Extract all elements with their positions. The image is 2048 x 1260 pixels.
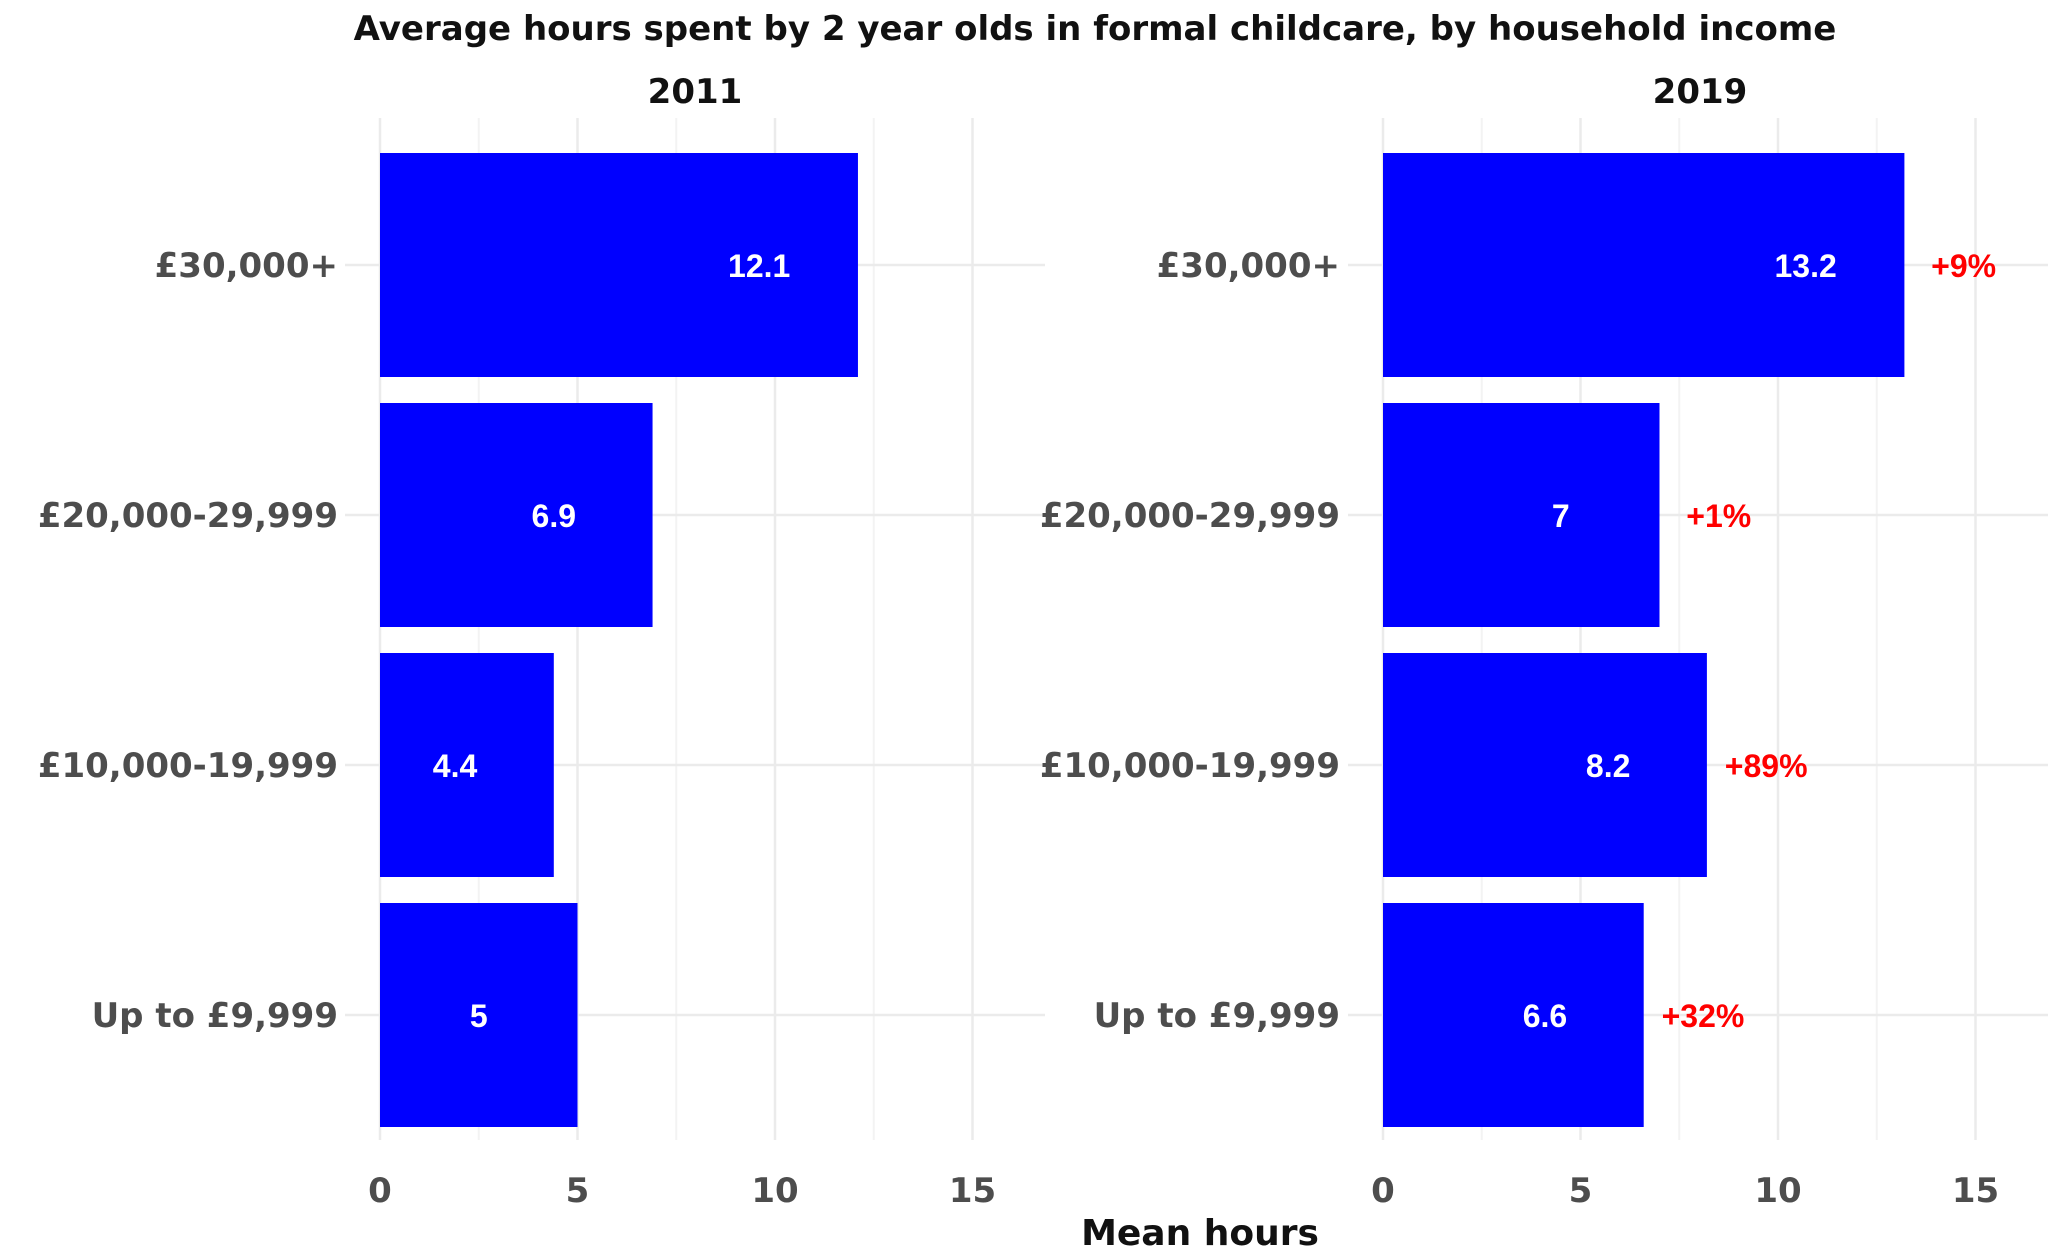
bar-value-label: 6.9 [532, 498, 576, 534]
x-axis-label: Mean hours [1081, 1213, 1319, 1254]
x-tick-label: 0 [368, 1171, 392, 1211]
category-label: £20,000-29,999 [38, 496, 338, 536]
bar [1383, 403, 1660, 627]
category-label: £30,000+ [1157, 246, 1340, 286]
bar-value-label: 4.4 [433, 748, 478, 784]
x-tick-label: 10 [1754, 1171, 1801, 1211]
x-tick-label: 10 [751, 1171, 798, 1211]
panel-title: 2019 [1653, 72, 1748, 112]
change-label: +89% [1725, 748, 1808, 784]
x-tick-label: 5 [566, 1171, 590, 1211]
bar [380, 653, 554, 877]
bar [1383, 153, 1905, 377]
category-label: Up to £9,999 [92, 996, 338, 1036]
bar-value-label: 7 [1552, 498, 1570, 534]
bar-value-label: 5 [470, 998, 488, 1034]
bar-value-label: 12.1 [728, 248, 790, 284]
panel-2011: 2011 12.1 £30,000+ 6.9 £20,000-29,999 4.4 £10,… [38, 72, 1045, 1211]
panel-2019: 2019 13.2 +9% £30,000+ 7 +1% £20,000-29,999 8.2… [1040, 72, 2048, 1211]
x-tick-label: 5 [1569, 1171, 1593, 1211]
category-label: £10,000-19,999 [1040, 746, 1340, 786]
bar [1383, 653, 1707, 877]
x-tick-label: 0 [1371, 1171, 1395, 1211]
category-label: £30,000+ [155, 246, 338, 286]
change-label: +1% [1686, 498, 1751, 534]
bar [380, 153, 858, 377]
change-label: +32% [1662, 998, 1745, 1034]
bar [380, 903, 578, 1127]
change-label: +9% [1931, 248, 1996, 284]
panel-title: 2011 [648, 72, 743, 112]
bar-value-label: 13.2 [1775, 248, 1837, 284]
bar [1383, 903, 1644, 1127]
bar-value-label: 8.2 [1586, 748, 1630, 784]
chart-title: Average hours spent by 2 year olds in fo… [354, 9, 1837, 49]
x-tick-label: 15 [949, 1171, 996, 1211]
bar-value-label: 6.6 [1523, 998, 1567, 1034]
category-label: Up to £9,999 [1094, 996, 1340, 1036]
category-label: £20,000-29,999 [1040, 496, 1340, 536]
category-label: £10,000-19,999 [38, 746, 338, 786]
x-tick-label: 15 [1952, 1171, 1999, 1211]
bar [380, 403, 653, 627]
